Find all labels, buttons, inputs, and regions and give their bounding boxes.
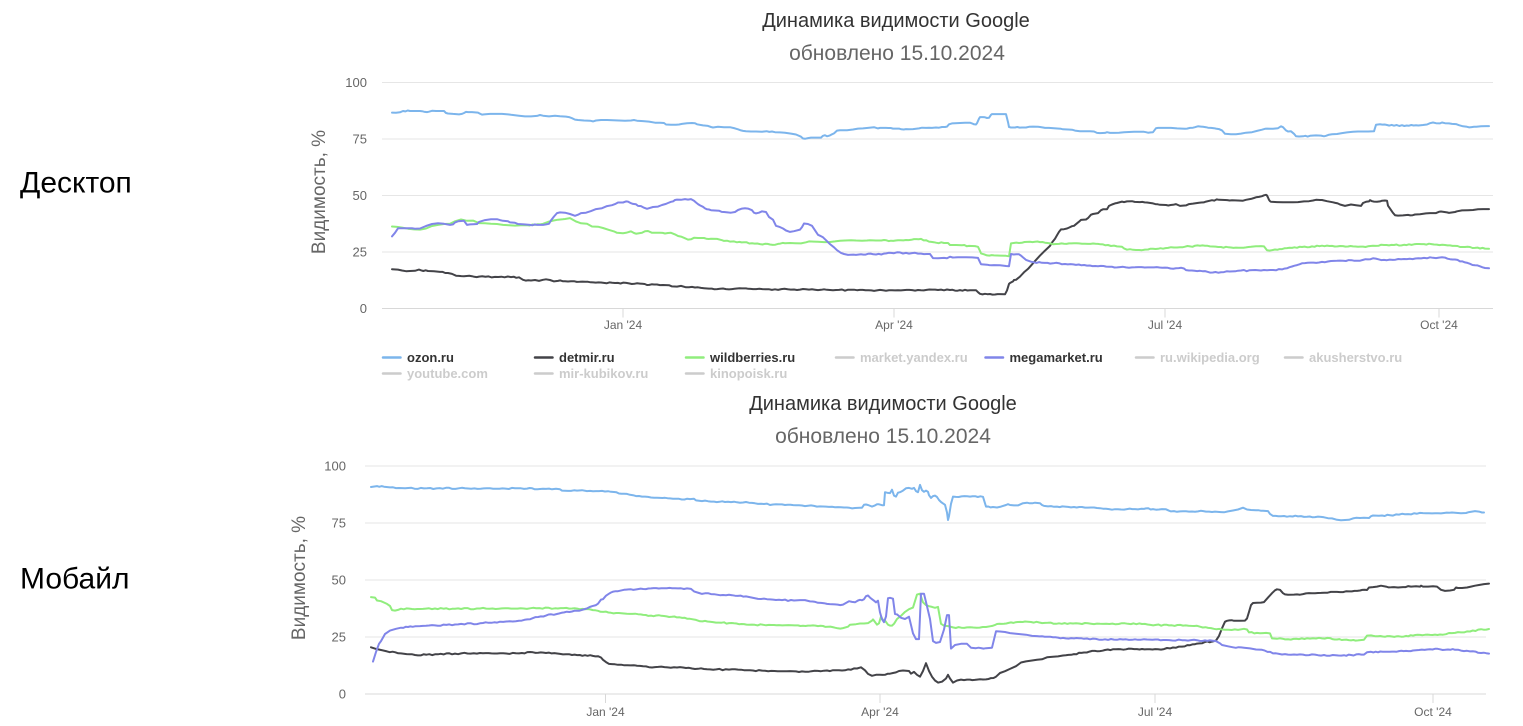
svg-text:ru.wikipedia.org: ru.wikipedia.org xyxy=(1160,350,1260,365)
svg-text:Динамика видимости Google: Динамика видимости Google xyxy=(762,10,1030,32)
svg-text:50: 50 xyxy=(332,573,346,588)
svg-text:75: 75 xyxy=(353,132,367,147)
svg-text:mir-kubikov.ru: mir-kubikov.ru xyxy=(559,366,648,381)
svg-text:Jan '24: Jan '24 xyxy=(586,705,625,719)
svg-text:Мобайл: Мобайл xyxy=(20,563,129,596)
svg-text:25: 25 xyxy=(353,245,367,260)
svg-text:Jul '24: Jul '24 xyxy=(1148,318,1183,332)
svg-text:market.yandex.ru: market.yandex.ru xyxy=(860,350,968,365)
svg-text:Oct '24: Oct '24 xyxy=(1420,318,1458,332)
svg-text:akusherstvo.ru: akusherstvo.ru xyxy=(1309,350,1402,365)
svg-text:Oct '24: Oct '24 xyxy=(1414,705,1452,719)
svg-text:75: 75 xyxy=(332,516,346,531)
svg-text:Видимость, %: Видимость, % xyxy=(289,516,310,640)
svg-text:0: 0 xyxy=(339,687,346,702)
svg-text:detmir.ru: detmir.ru xyxy=(559,350,615,365)
svg-text:0: 0 xyxy=(360,301,367,316)
svg-text:Jul '24: Jul '24 xyxy=(1138,705,1173,719)
svg-text:Apr '24: Apr '24 xyxy=(875,318,913,332)
svg-text:Apr '24: Apr '24 xyxy=(861,705,899,719)
svg-text:wildberries.ru: wildberries.ru xyxy=(709,350,795,365)
svg-text:25: 25 xyxy=(332,630,346,645)
svg-text:100: 100 xyxy=(324,459,346,474)
svg-text:Видимость, %: Видимость, % xyxy=(309,130,330,254)
svg-text:50: 50 xyxy=(353,188,367,203)
svg-text:ozon.ru: ozon.ru xyxy=(407,350,454,365)
svg-text:Jan '24: Jan '24 xyxy=(604,318,643,332)
svg-text:обновлено 15.10.2024: обновлено 15.10.2024 xyxy=(789,42,1005,65)
svg-text:kinopoisk.ru: kinopoisk.ru xyxy=(710,366,787,381)
svg-text:megamarket.ru: megamarket.ru xyxy=(1010,350,1103,365)
svg-text:100: 100 xyxy=(345,75,367,90)
svg-text:Десктоп: Десктоп xyxy=(20,167,132,200)
svg-text:Динамика видимости Google: Динамика видимости Google xyxy=(749,393,1017,415)
svg-text:youtube.com: youtube.com xyxy=(407,366,488,381)
svg-text:обновлено 15.10.2024: обновлено 15.10.2024 xyxy=(775,425,991,448)
